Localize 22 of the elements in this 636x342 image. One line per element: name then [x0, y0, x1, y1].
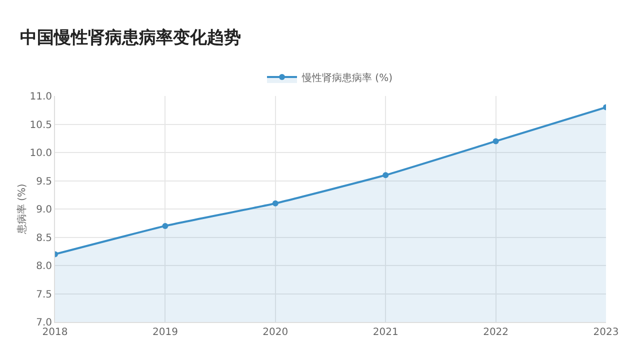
x-tick-label: 2020 — [262, 327, 288, 338]
x-tick-label: 2019 — [152, 327, 178, 338]
y-tick-label: 9.0 — [36, 204, 52, 216]
y-axis-title: 患病率 (%) — [16, 184, 28, 236]
y-tick-label: 8.5 — [36, 232, 52, 244]
point — [492, 138, 499, 144]
y-tick-label: 7.0 — [36, 318, 52, 328]
x-tick-label: 2021 — [372, 327, 398, 338]
x-tick-label: 2018 — [42, 327, 68, 338]
y-tick-label: 8.0 — [36, 261, 52, 272]
y-tick-label: 11.0 — [30, 92, 52, 102]
y-tick-label: 10.5 — [30, 120, 52, 131]
point — [382, 172, 389, 178]
x-tick-label: 2023 — [593, 327, 619, 338]
chart-title: 中国慢性肾病患病率变化趋势 — [20, 27, 241, 49]
y-tick-label: 10.0 — [30, 148, 52, 159]
y-tick-label: 9.5 — [36, 176, 52, 188]
y-tick-label: 7.5 — [36, 289, 52, 300]
point — [162, 222, 168, 229]
legend-label: 慢性肾病患病率 (%) — [301, 72, 393, 84]
x-tick-label: 2022 — [483, 327, 509, 338]
point — [272, 200, 278, 206]
